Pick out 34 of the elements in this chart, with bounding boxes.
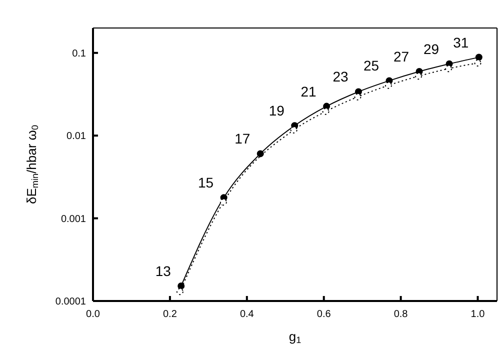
point [474, 59, 482, 66]
annotation: 13 [155, 262, 172, 279]
annotation: 25 [363, 58, 380, 74]
y-tick-label: 0.1 [72, 48, 86, 60]
x-tick-label: 1.0 [470, 309, 486, 320]
x-tick-label: 0.2 [163, 309, 178, 320]
annotation: 27 [393, 48, 410, 64]
annotation: 17 [234, 130, 250, 147]
x-axis-title: g$_{1}$ [288, 329, 302, 346]
point [475, 54, 482, 61]
point [256, 150, 264, 158]
annotation: 31 [453, 34, 469, 50]
x-tick-label: 0.0 [86, 309, 100, 320]
annotation: 23 [332, 68, 348, 85]
point [323, 102, 330, 110]
y-tick-label: 0.01 [66, 131, 86, 142]
point [220, 198, 227, 206]
x-tick-label: 0.4 [240, 309, 254, 320]
annotation: 19 [268, 102, 285, 119]
x-tick-label: 0.8 [394, 309, 408, 320]
point [445, 65, 452, 72]
point [178, 282, 185, 290]
point [354, 93, 362, 100]
annotation: 21 [300, 83, 317, 100]
annotation: 29 [424, 40, 440, 57]
point [415, 72, 422, 80]
point [322, 108, 330, 115]
annotation: 15 [198, 174, 214, 191]
point [290, 126, 298, 134]
point [176, 288, 184, 296]
point [384, 82, 392, 89]
x-tick-label: 0.6 [316, 309, 332, 320]
y-tick-label: 0.001 [60, 214, 86, 225]
y-tick-label: 0.0001 [55, 296, 86, 308]
